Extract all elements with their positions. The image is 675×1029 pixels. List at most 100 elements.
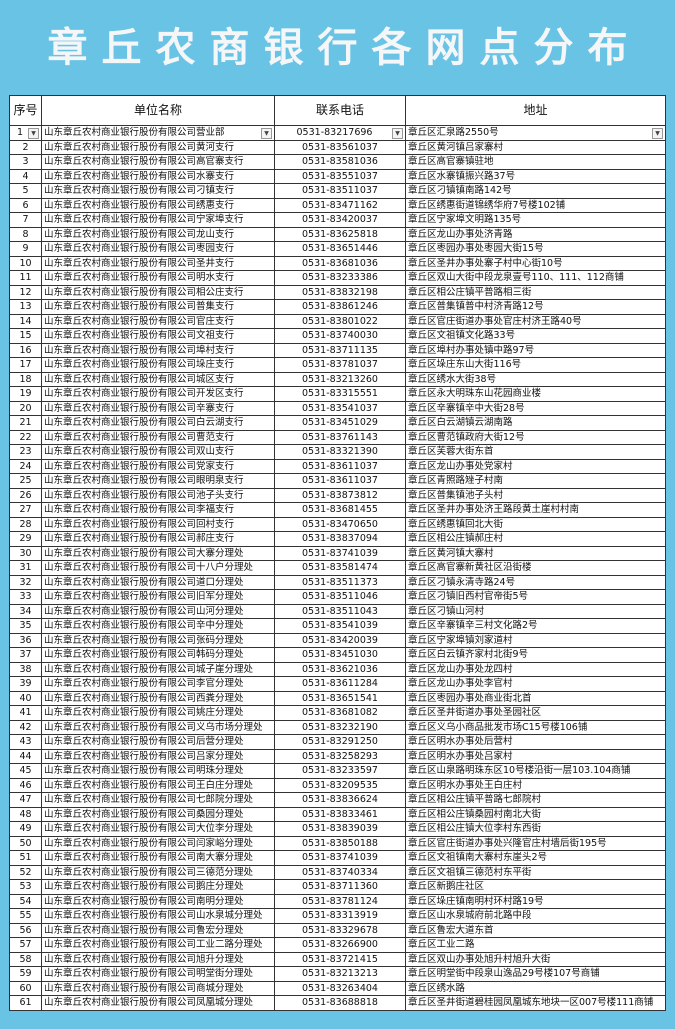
address-cell: 章丘区官庄街道办事处兴隆官庄村墙后街195号 — [405, 835, 666, 851]
page-title: 章丘农商银行各网点分布 — [47, 24, 642, 71]
unit-name: 山东章丘农村商业银行股份有限公司凤凰城分理处 — [44, 997, 254, 1008]
phone-number-cell: 0531-83266900 — [274, 937, 406, 953]
phone-number-cell: 0531-83740030 — [274, 328, 406, 344]
row-index: 58 — [19, 953, 32, 965]
phone-number: 0531-83581036 — [302, 156, 378, 167]
phone-number: 0531-83651541 — [302, 692, 378, 704]
unit-name: 山东章丘农村商业银行股份有限公司党家支行 — [44, 460, 235, 472]
phone-number: 0531-83313919 — [302, 910, 378, 921]
unit-name-cell: 山东章丘农村商业银行股份有限公司双山支行 — [41, 444, 275, 460]
unit-name-cell: 山东章丘农村商业银行股份有限公司大位李分理处 — [41, 821, 275, 837]
row-index: 23 — [19, 446, 32, 457]
address: 章丘区双山大街中段龙泉壹号110、111、112商铺 — [408, 272, 624, 283]
row-index-cell: 53 — [9, 879, 42, 895]
unit-name-cell: 山东章丘农村商业银行股份有限公司相公庄支行 — [41, 284, 275, 300]
phone-number-cell: 0531-83681082 — [274, 705, 406, 721]
filter-dropdown-icon[interactable]: ▼ — [652, 128, 663, 139]
address: 章丘区新鹅庄社区 — [408, 881, 485, 892]
row-index-cell: 12 — [9, 284, 42, 300]
phone-number: 0531-83511046 — [302, 591, 378, 602]
unit-name-cell: 山东章丘农村商业银行股份有限公司义乌市场分理处 — [41, 719, 275, 735]
row-index: 35 — [19, 620, 32, 631]
table-row: 4 山东章丘农村商业银行股份有限公司水寨支行 0531-83551037 章丘区水寨镇… — [9, 168, 666, 184]
address: 章丘区圣井街道办事处圣园社区 — [408, 707, 542, 718]
address-cell: 章丘区绣惠街道锦绣华府7号楼102铺 — [405, 197, 666, 213]
row-index-cell: 18 — [9, 371, 42, 387]
row-index: 12 — [19, 286, 32, 298]
phone-number: 0531-83263404 — [302, 982, 378, 994]
address: 章丘区双山办事处旭升村旭升大街 — [408, 953, 551, 965]
phone-number: 0531-83681455 — [302, 504, 378, 515]
phone-number: 0531-83266900 — [302, 939, 378, 950]
address-cell: 章丘区山水泉城府前北路中段 — [405, 908, 666, 924]
unit-name-cell: 山东章丘农村商业银行股份有限公司鲁宏分理处 — [41, 922, 275, 938]
address-cell: 章丘区相公庄镇郝庄村 — [405, 531, 666, 547]
phone-number-cell: 0531-83581474 — [274, 560, 406, 576]
unit-name: 山东章丘农村商业银行股份有限公司辛寨支行 — [44, 402, 235, 414]
row-index-cell: 36 — [9, 632, 42, 648]
row-index: 5 — [22, 185, 29, 196]
row-index: 32 — [19, 576, 32, 588]
unit-name-cell: 山东章丘农村商业银行股份有限公司王白庄分理处 — [41, 777, 275, 793]
phone-number: 0531-83625818 — [302, 228, 378, 240]
phone-number-cell: 0531-83833461 — [274, 806, 406, 822]
row-index: 21 — [19, 417, 32, 428]
unit-name-cell: 山东章丘农村商业银行股份有限公司营业部 ▼ — [41, 125, 275, 141]
row-index-cell: 15 — [9, 328, 42, 344]
unit-name: 山东章丘农村商业银行股份有限公司普集支行 — [44, 301, 235, 312]
unit-name: 山东章丘农村商业银行股份有限公司黄河支行 — [44, 141, 235, 153]
unit-name: 山东章丘农村商业银行股份有限公司南明分理处 — [44, 895, 244, 907]
row-index: 14 — [19, 315, 32, 327]
unit-name-cell: 山东章丘农村商业银行股份有限公司枣园支行 — [41, 241, 275, 257]
unit-name: 山东章丘农村商业银行股份有限公司明堂街分理处 — [44, 968, 254, 979]
address-cell: 章丘区文祖镇南大寨村东崖头2号 — [405, 850, 666, 866]
phone-number-cell: 0531-83233386 — [274, 270, 406, 286]
address: 章丘区埠村办事处镇中路97号 — [408, 344, 535, 356]
table-row: 3 山东章丘农村商业银行股份有限公司高官寨支行 0531-83581036 章丘区高官… — [9, 154, 666, 170]
row-index: 20 — [19, 402, 32, 414]
row-index: 10 — [19, 257, 32, 269]
address: 章丘区辛寨镇辛中大街28号 — [408, 402, 525, 414]
unit-name-cell: 山东章丘农村商业银行股份有限公司郝庄支行 — [41, 531, 275, 547]
row-index: 15 — [19, 330, 32, 341]
filter-dropdown-icon[interactable]: ▼ — [28, 128, 39, 139]
table-body: 1 ▼ 山东章丘农村商业银行股份有限公司营业部 ▼ 0531-83217696 ▼ 章丘区汇… — [9, 125, 666, 1011]
table-row: 19 山东章丘农村商业银行股份有限公司开发区支行 0531-83315551 章丘区永… — [9, 386, 666, 402]
phone-number-cell: 0531-83781037 — [274, 357, 406, 373]
unit-name-cell: 山东章丘农村商业银行股份有限公司开发区支行 — [41, 386, 275, 402]
phone-number-cell: 0531-83329678 — [274, 922, 406, 938]
table-row: 54 山东章丘农村商业银行股份有限公司南明分理处 0531-83781124 章丘区垛… — [9, 893, 666, 909]
phone-number: 0531-83470650 — [302, 518, 378, 530]
filter-dropdown-icon[interactable]: ▼ — [392, 128, 403, 139]
address-cell: 章丘区枣园办事处枣园大街15号 — [405, 241, 666, 257]
table-row: 39 山东章丘农村商业银行股份有限公司李官分理处 0531-83611284 章丘区龙… — [9, 676, 666, 692]
address: 章丘区圣井办事处寨子村中心街10号 — [408, 257, 563, 269]
row-index: 16 — [19, 344, 32, 356]
address-cell: 章丘区圣井街道碧桂园凤凰城东地块一区007号楼111商铺 — [405, 995, 666, 1011]
row-index: 48 — [19, 808, 32, 820]
table-row: 1 ▼ 山东章丘农村商业银行股份有限公司营业部 ▼ 0531-83217696 ▼ 章丘区汇… — [9, 125, 666, 141]
address: 章丘区绣惠街道锦绣华府7号楼102铺 — [408, 199, 566, 211]
phone-number: 0531-83315551 — [302, 388, 378, 399]
address: 章丘区文祖镇三德范村东平街 — [408, 866, 532, 878]
address-cell: 章丘区曹范镇政府大街12号 — [405, 429, 666, 445]
phone-number: 0531-83711135 — [302, 344, 378, 356]
row-index: 55 — [19, 910, 32, 921]
unit-name-cell: 山东章丘农村商业银行股份有限公司旭升分理处 — [41, 951, 275, 967]
unit-name: 山东章丘农村商业银行股份有限公司埠村支行 — [44, 344, 235, 356]
address-cell: 章丘区宁家埠文明路135号 — [405, 212, 666, 228]
phone-number-cell: 0531-83213260 — [274, 371, 406, 387]
row-index-cell: 25 — [9, 473, 42, 489]
phone-number: 0531-83213213 — [302, 968, 378, 979]
address-cell: 章丘区白云湖镇云湖南路 — [405, 415, 666, 431]
phone-number: 0531-83451030 — [302, 649, 378, 660]
phone-number: 0531-83651446 — [302, 243, 378, 254]
filter-dropdown-icon[interactable]: ▼ — [261, 128, 272, 139]
unit-name: 山东章丘农村商业银行股份有限公司圣井支行 — [44, 257, 235, 269]
phone-number-cell: 0531-83209535 — [274, 777, 406, 793]
table-row: 46 山东章丘农村商业银行股份有限公司王白庄分理处 0531-83209535 章丘区… — [9, 777, 666, 793]
table-row: 31 山东章丘农村商业银行股份有限公司十八户分理处 0531-83581474 章丘区… — [9, 560, 666, 576]
address-cell: 章丘区龙山办事处龙四村 — [405, 661, 666, 677]
unit-name-cell: 山东章丘农村商业银行股份有限公司文祖支行 — [41, 328, 275, 344]
row-index-cell: 41 — [9, 705, 42, 721]
